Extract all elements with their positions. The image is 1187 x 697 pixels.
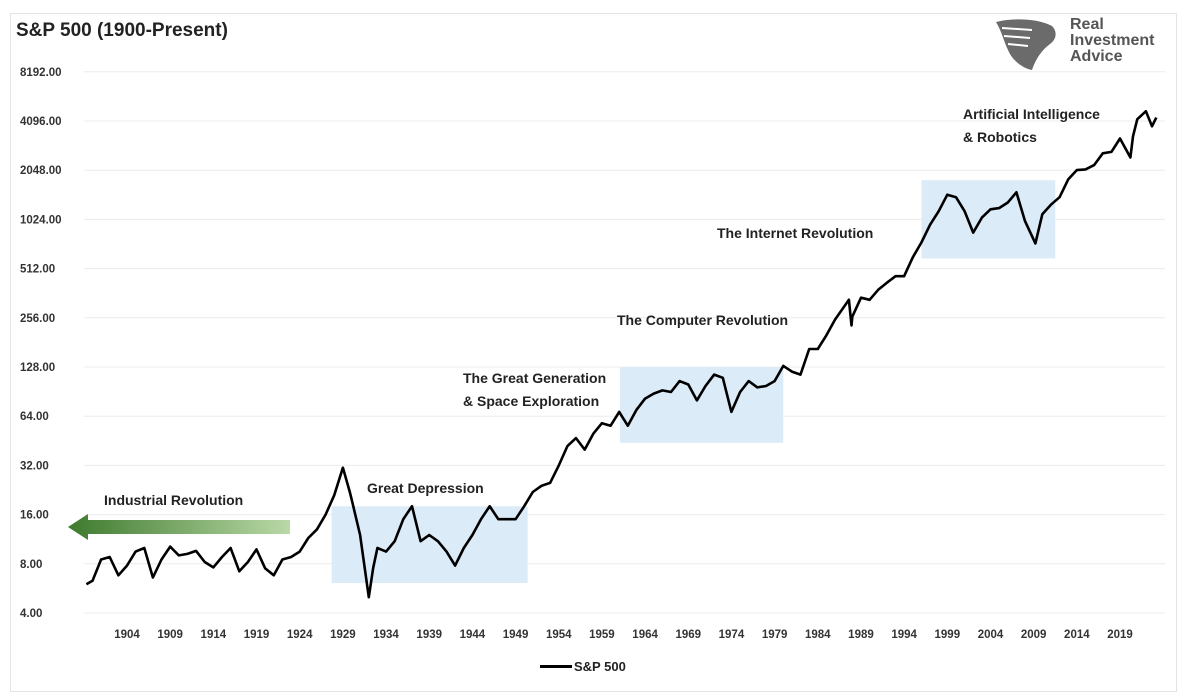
logo-text: Real Investment Advice	[1070, 17, 1154, 65]
y-tick-label: 16.00	[20, 510, 49, 522]
x-tick-label: 1959	[589, 629, 615, 641]
highlight-region	[620, 367, 784, 443]
annotation-label: Industrial Revolution	[104, 492, 243, 508]
x-tick-label: 1984	[805, 629, 831, 641]
annotation-label: Great Depression	[367, 480, 484, 496]
y-tick-label: 1024.00	[20, 214, 62, 226]
annotation-label: The Computer Revolution	[617, 312, 788, 328]
logo-line: Investment	[1070, 32, 1155, 49]
y-tick-label: 512.00	[20, 264, 55, 276]
x-tick-label: 1934	[373, 629, 399, 641]
logo-line: Real	[1070, 16, 1104, 33]
x-tick-label: 1949	[503, 629, 529, 641]
x-tick-label: 2019	[1107, 629, 1133, 641]
y-tick-label: 32.00	[20, 460, 49, 472]
x-tick-label: 2009	[1021, 629, 1047, 641]
x-tick-label: 1944	[460, 629, 486, 641]
x-tick-label: 1999	[935, 629, 961, 641]
x-tick-label: 1979	[762, 629, 788, 641]
annotation-label: & Robotics	[963, 129, 1037, 145]
y-tick-label: 64.00	[20, 411, 49, 423]
y-tick-label: 256.00	[20, 313, 55, 325]
x-tick-label: 1994	[891, 629, 917, 641]
chart-title: S&P 500 (1900-Present)	[16, 20, 228, 41]
logo-line: Advice	[1070, 48, 1123, 65]
annotation-label: The Great Generation	[463, 370, 606, 386]
annotation-label: & Space Exploration	[463, 393, 599, 409]
x-tick-label: 1909	[157, 629, 183, 641]
x-tick-label: 1904	[114, 629, 140, 641]
x-tick-label: 1939	[416, 629, 442, 641]
x-tick-label: 1924	[287, 629, 313, 641]
x-tick-label: 2004	[978, 629, 1004, 641]
x-tick-label: 1989	[848, 629, 874, 641]
y-tick-label: 4096.00	[20, 116, 62, 128]
x-tick-label: 1964	[632, 629, 658, 641]
chart-frame	[10, 13, 1177, 692]
y-tick-label: 128.00	[20, 362, 55, 374]
annotation-label: Artificial Intelligence	[963, 106, 1100, 122]
legend-swatch	[540, 665, 572, 668]
eagle-logo-icon	[996, 19, 1056, 71]
legend: S&P 500	[540, 659, 626, 674]
annotation-label: The Internet Revolution	[717, 225, 873, 241]
y-tick-label: 2048.00	[20, 165, 62, 177]
x-tick-label: 1969	[675, 629, 701, 641]
x-tick-label: 2014	[1064, 629, 1090, 641]
x-tick-label: 1919	[244, 629, 270, 641]
y-tick-label: 8192.00	[20, 67, 62, 79]
x-tick-label: 1974	[719, 629, 745, 641]
x-tick-label: 1914	[201, 629, 227, 641]
x-tick-label: 1954	[546, 629, 572, 641]
highlight-region	[921, 180, 1056, 259]
y-tick-label: 4.00	[20, 608, 42, 620]
legend-label: S&P 500	[574, 659, 626, 674]
y-tick-label: 8.00	[20, 559, 42, 571]
x-tick-label: 1929	[330, 629, 356, 641]
sp500-line	[85, 109, 1158, 599]
industrial-revolution-arrow	[68, 514, 290, 540]
